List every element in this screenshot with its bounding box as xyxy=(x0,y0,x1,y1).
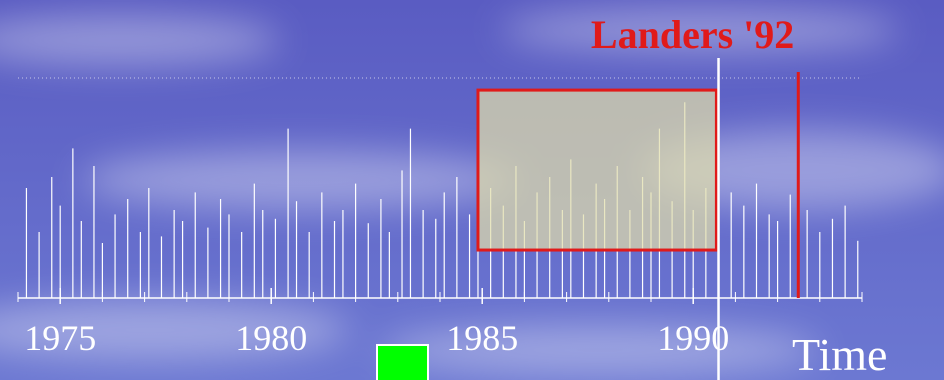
x-tick-label: 1985 xyxy=(446,318,518,358)
x-tick-label: 1980 xyxy=(235,318,307,358)
x-tick-label: 1990 xyxy=(657,318,729,358)
x-tick-label: 1975 xyxy=(24,318,96,358)
annotation-text: Landers '92 xyxy=(591,12,794,57)
highlight-box xyxy=(476,88,718,252)
green-square xyxy=(376,344,429,380)
x-axis-label: Time xyxy=(792,329,887,380)
